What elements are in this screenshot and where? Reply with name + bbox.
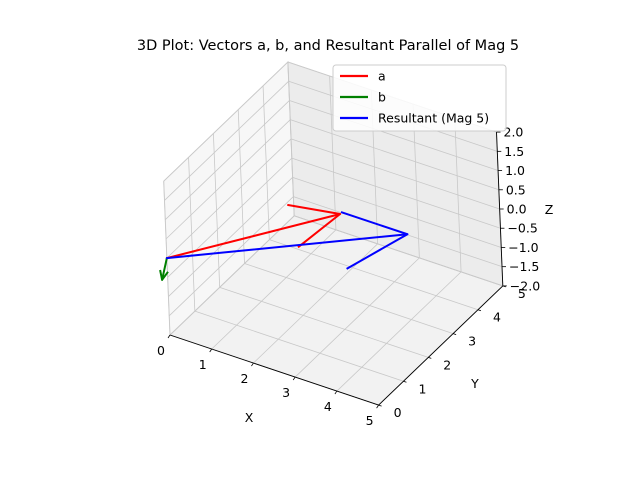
chart-title: 3D Plot: Vectors a, b, and Resultant Par… [137,38,519,54]
grid-line [294,257,420,378]
x-axis-line [169,334,379,406]
vector-shaft [165,213,342,260]
grid-line [290,119,499,191]
y-tick-label: 2 [443,357,451,372]
z-ticks: −2.0 −1.5 −1.0 −0.5 0.0 0.5 1.0 1.5 2.0 [496,125,540,293]
grid-line [164,100,290,220]
legend-item: Resultant (Mag 5) [340,111,489,126]
z-tick-label: 1.0 [505,163,525,178]
grid-line [290,138,500,210]
grid-line [219,286,429,358]
y-tick-label: 5 [518,286,526,301]
grid-line [166,138,292,259]
x-tick-mark [334,390,338,395]
x-tick-label: 3 [282,385,290,400]
vector-shaft [165,233,409,260]
z-tick-label: −2.0 [510,278,540,293]
grid-line [294,215,503,287]
x-tick-mark [376,404,379,409]
grid-line [168,177,293,297]
y-tick-mark [452,333,457,335]
z-tick-label: −1.0 [508,240,538,255]
legend-label: a [378,69,386,84]
legend-item: b [340,90,386,105]
grid-line [194,310,404,382]
x-axis-label: X [245,410,254,425]
x-tick-label: 1 [199,357,207,372]
legend-frame [332,64,507,132]
grid-line [292,176,502,248]
z-tick-label: 0.0 [507,202,527,217]
vector-a [165,203,342,260]
y-ticks: 0 1 2 3 4 5 [378,285,526,420]
vector-head [340,211,409,270]
x-tick-label: 5 [366,413,374,428]
z-tick-label: −0.5 [507,221,537,236]
grid-line [168,196,294,317]
z-tick-label: 0.5 [506,182,526,197]
x-tick-label: 2 [240,371,248,386]
x-tick-label: 0 [157,343,165,358]
x-tick-mark [292,376,296,381]
y-tick-label: 1 [418,381,426,396]
y-tick-mark [477,309,482,312]
grid-line [211,229,337,350]
x-tick-mark [251,362,254,367]
z-tick-label: 1.5 [504,144,524,159]
x-tick-label: 4 [324,399,332,414]
legend-label: Resultant (Mag 5) [378,111,489,126]
vector-b [159,257,169,281]
vector-series [159,203,409,281]
z-tick-label: 2.0 [504,125,524,140]
grid-line [289,100,499,171]
y-tick-label: 0 [394,405,402,420]
grid-line [163,61,289,182]
vector-resultant [165,211,409,270]
z-tick-label: −1.5 [509,259,539,274]
y-tick-mark [403,380,407,383]
grid-line [336,271,462,392]
x-tick-mark [209,348,213,353]
grid-line [269,239,479,311]
grid-line [167,157,293,278]
x-ticks: 0 1 2 3 4 5 [157,334,379,428]
vector-head [287,203,342,249]
y-tick-mark [378,404,382,407]
grid-line [291,157,501,229]
vector-shaft [161,257,168,281]
grid-line [164,80,289,201]
y-axis-label: Y [470,376,479,391]
legend: ab Resultant (Mag 5) [332,64,507,132]
y-axis-line [378,285,504,406]
grid-line [244,263,454,334]
y-tick-mark [428,357,432,359]
z-axis-label: Z [545,202,554,217]
y-tick-label: 4 [493,310,501,325]
grid-line [165,119,291,240]
legend-label: b [378,90,386,105]
x-tick-mark [167,334,171,339]
legend-item: a [340,69,386,84]
y-tick-label: 3 [468,334,476,349]
grid-line [169,215,295,336]
vector-head [159,269,169,281]
